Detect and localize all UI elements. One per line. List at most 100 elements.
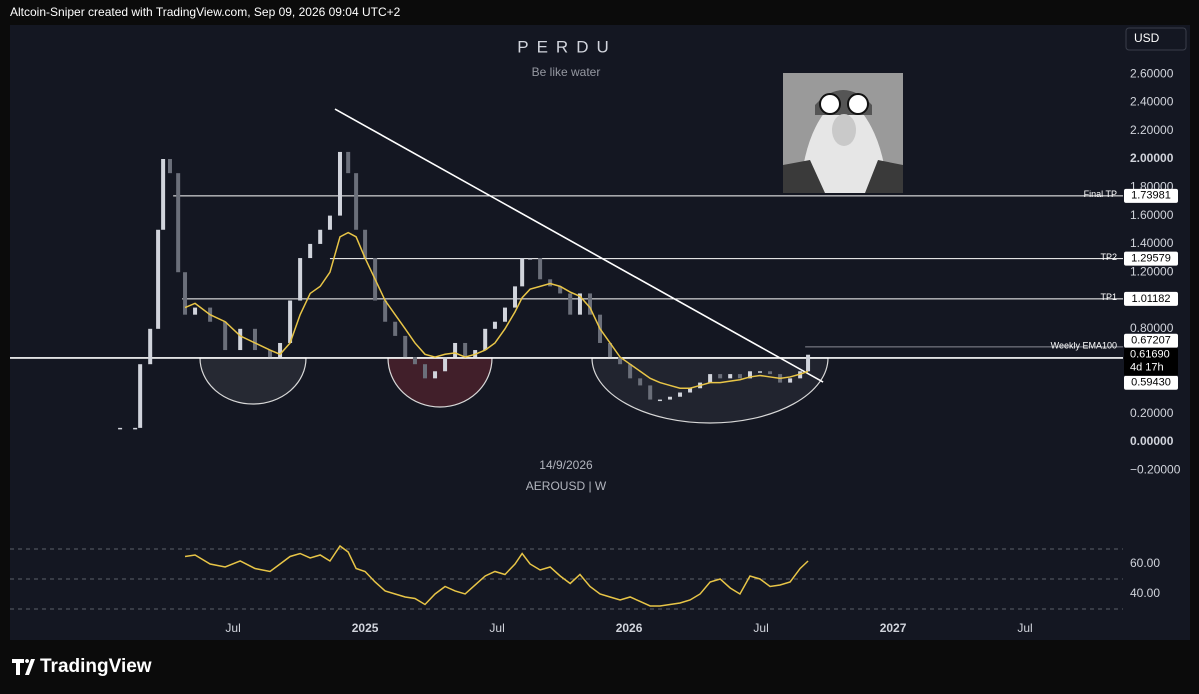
chart-subtitle: Be like water bbox=[532, 65, 601, 79]
y-tick-label: 2.00000 bbox=[1130, 151, 1174, 165]
price-box bbox=[1124, 291, 1178, 306]
x-tick-label: Jul bbox=[225, 621, 240, 635]
candle bbox=[718, 374, 723, 379]
candle bbox=[193, 307, 198, 315]
candle bbox=[346, 151, 351, 174]
y-tick-label: 0.20000 bbox=[1130, 406, 1174, 420]
header: Altcoin-Sniper created with TradingView.… bbox=[10, 5, 401, 19]
candle bbox=[403, 335, 408, 358]
candle bbox=[747, 371, 752, 379]
candle bbox=[618, 357, 623, 365]
candle bbox=[608, 342, 613, 358]
candle bbox=[667, 396, 672, 400]
candle bbox=[463, 342, 468, 358]
series-line bbox=[184, 544, 809, 607]
currency[interactable]: USD bbox=[1134, 31, 1160, 45]
portrait bbox=[783, 73, 903, 193]
price-box-label: 1.73981 bbox=[1131, 190, 1171, 202]
cup-arc bbox=[387, 357, 493, 408]
x-tick-label: 2026 bbox=[616, 621, 643, 635]
candle bbox=[354, 173, 359, 230]
candle bbox=[412, 357, 417, 365]
candle bbox=[383, 300, 388, 322]
candle bbox=[737, 374, 742, 379]
candle bbox=[148, 328, 153, 365]
brand-logo bbox=[12, 659, 35, 675]
candle bbox=[453, 342, 458, 358]
y-tick-label: 2.40000 bbox=[1130, 95, 1174, 109]
candle bbox=[363, 229, 368, 259]
y-tick-label: 1.60000 bbox=[1130, 208, 1174, 222]
cup-arc bbox=[199, 357, 307, 405]
y-tick-label: 2.60000 bbox=[1130, 66, 1174, 80]
price-box-label: 1.01182 bbox=[1132, 293, 1171, 305]
candle bbox=[327, 215, 332, 230]
candle bbox=[628, 364, 633, 379]
candle bbox=[161, 159, 166, 230]
y-tick-label: −0.20000 bbox=[1130, 463, 1181, 477]
candle bbox=[133, 427, 138, 430]
x-tick-label: 2025 bbox=[352, 621, 379, 635]
candle bbox=[298, 258, 303, 301]
date-label: 14/9/2026 bbox=[539, 458, 593, 472]
x-tick-label: Jul bbox=[1017, 621, 1032, 635]
price-box bbox=[1124, 375, 1178, 390]
last-price-box bbox=[1124, 347, 1178, 376]
candle bbox=[268, 350, 273, 358]
candle bbox=[538, 258, 543, 280]
y2-tick-label: 40.00 bbox=[1130, 586, 1160, 600]
cup-arc bbox=[591, 357, 829, 424]
candle bbox=[528, 258, 533, 260]
level-name: Weekly EMA100 bbox=[1051, 340, 1117, 350]
candle bbox=[238, 328, 243, 351]
candle bbox=[156, 229, 161, 329]
x-tick-label: Jul bbox=[753, 621, 768, 635]
last-price-label: 0.61690 bbox=[1130, 349, 1170, 361]
y-tick-label: 2.20000 bbox=[1130, 123, 1174, 137]
price-box bbox=[1124, 188, 1178, 203]
candle bbox=[337, 151, 342, 216]
x-tick-label: Jul bbox=[489, 621, 504, 635]
candle bbox=[806, 354, 811, 372]
brand: TradingView bbox=[40, 656, 152, 677]
level-name: TP1 bbox=[1100, 292, 1117, 302]
candle bbox=[183, 272, 188, 315]
candle bbox=[587, 293, 592, 315]
countdown: 4d 17h bbox=[1130, 362, 1164, 374]
candle bbox=[422, 364, 427, 379]
candle bbox=[118, 427, 123, 430]
portrait-glasses bbox=[847, 93, 869, 115]
candle bbox=[278, 342, 283, 358]
price-box-label: 1.29579 bbox=[1131, 253, 1171, 265]
portrait-face bbox=[832, 114, 856, 146]
candle bbox=[568, 293, 573, 315]
candle bbox=[708, 374, 713, 383]
x-tick-label: 2027 bbox=[880, 621, 907, 635]
candle bbox=[788, 378, 793, 383]
candle bbox=[308, 243, 313, 259]
candle bbox=[288, 300, 293, 343]
candle bbox=[167, 159, 172, 174]
candle bbox=[393, 321, 398, 336]
price-box bbox=[1124, 251, 1178, 266]
price-box-label: 0.67207 bbox=[1131, 335, 1171, 347]
candle bbox=[513, 286, 518, 308]
y-tick-label: 1.20000 bbox=[1130, 264, 1174, 278]
candle bbox=[648, 385, 653, 400]
level-name: Final TP bbox=[1084, 189, 1117, 199]
candle bbox=[678, 392, 683, 397]
candle bbox=[252, 328, 257, 351]
candle bbox=[138, 364, 143, 428]
y-tick-label: 0.80000 bbox=[1130, 321, 1174, 335]
candle bbox=[483, 328, 488, 351]
currency-button[interactable] bbox=[1125, 27, 1187, 51]
level-name: TP2 bbox=[1100, 252, 1117, 262]
y-tick-label: 0.00000 bbox=[1130, 434, 1174, 448]
candle bbox=[520, 258, 525, 287]
candle bbox=[638, 378, 643, 386]
candle bbox=[318, 229, 323, 244]
candle bbox=[558, 286, 563, 294]
trendline bbox=[334, 108, 824, 383]
